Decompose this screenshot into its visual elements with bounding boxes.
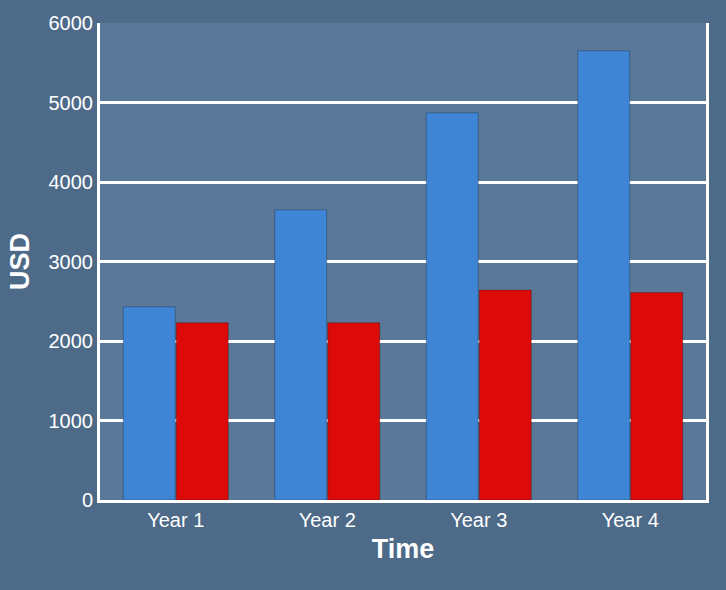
svg-text:Time: Time [372,534,435,564]
svg-text:Year 1: Year 1 [147,509,204,531]
svg-text:Year 3: Year 3 [450,509,507,531]
svg-text:Year 4: Year 4 [602,509,659,531]
svg-text:1000: 1000 [49,410,94,432]
svg-text:3000: 3000 [49,251,94,273]
svg-text:Year 2: Year 2 [299,509,356,531]
svg-text:6000: 6000 [49,12,94,34]
svg-text:5000: 5000 [49,92,94,114]
svg-text:USD: USD [5,233,35,290]
svg-text:4000: 4000 [49,171,94,193]
svg-text:0: 0 [82,489,93,511]
svg-text:2000: 2000 [49,330,94,352]
